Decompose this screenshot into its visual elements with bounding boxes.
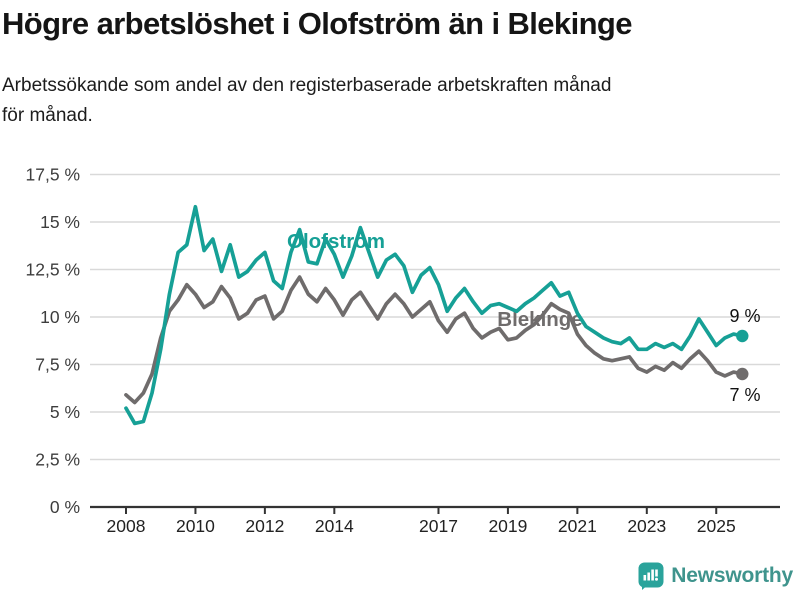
y-tick-label: 15 % [40,212,80,232]
y-tick-label: 5 % [50,402,80,422]
series-blekinge-label: Blekinge [497,308,582,331]
y-tick-label: 2,5 % [35,450,80,470]
y-tick-label: 12,5 % [26,260,80,280]
x-tick-label: 2012 [245,516,284,536]
x-tick-label: 2008 [107,516,146,536]
y-tick-label: 7,5 % [35,355,80,375]
series-blekinge-end-dot [736,367,749,381]
y-tick-label: 17,5 % [26,165,80,185]
series-olofstrom-line [124,204,745,426]
x-tick-label: 2010 [176,516,215,536]
x-tick-label: 2023 [627,516,666,536]
series-olofstrom-end-dot [736,329,749,343]
series-olofstrom-end-value: 9 % [729,306,760,326]
x-tick-label: 2021 [558,516,597,536]
newsworthy-logo-text: Newsworthy [671,563,793,587]
chart-subtitle: Arbetssökande som andel av den registerb… [2,71,792,131]
page-title: Högre arbetslöshet i Olofström än i Blek… [2,6,633,41]
series-olofstrom-label: Olofström [287,230,385,253]
x-tick-label: 2017 [419,516,458,536]
x-tick-label: 2019 [488,516,527,536]
y-tick-label: 0 % [50,497,80,517]
newsworthy-logo: Newsworthy [637,561,793,590]
subtitle-line-2: för månad. [2,105,93,126]
x-tick-label: 2014 [315,516,354,536]
series-blekinge-end-value: 7 % [729,385,760,405]
newsworthy-logo-icon [638,562,664,590]
x-tick-label: 2025 [697,516,736,536]
subtitle-line-1: Arbetssökande som andel av den registerb… [2,75,612,96]
y-tick-label: 10 % [40,307,80,327]
series-blekinge-line [124,275,745,405]
